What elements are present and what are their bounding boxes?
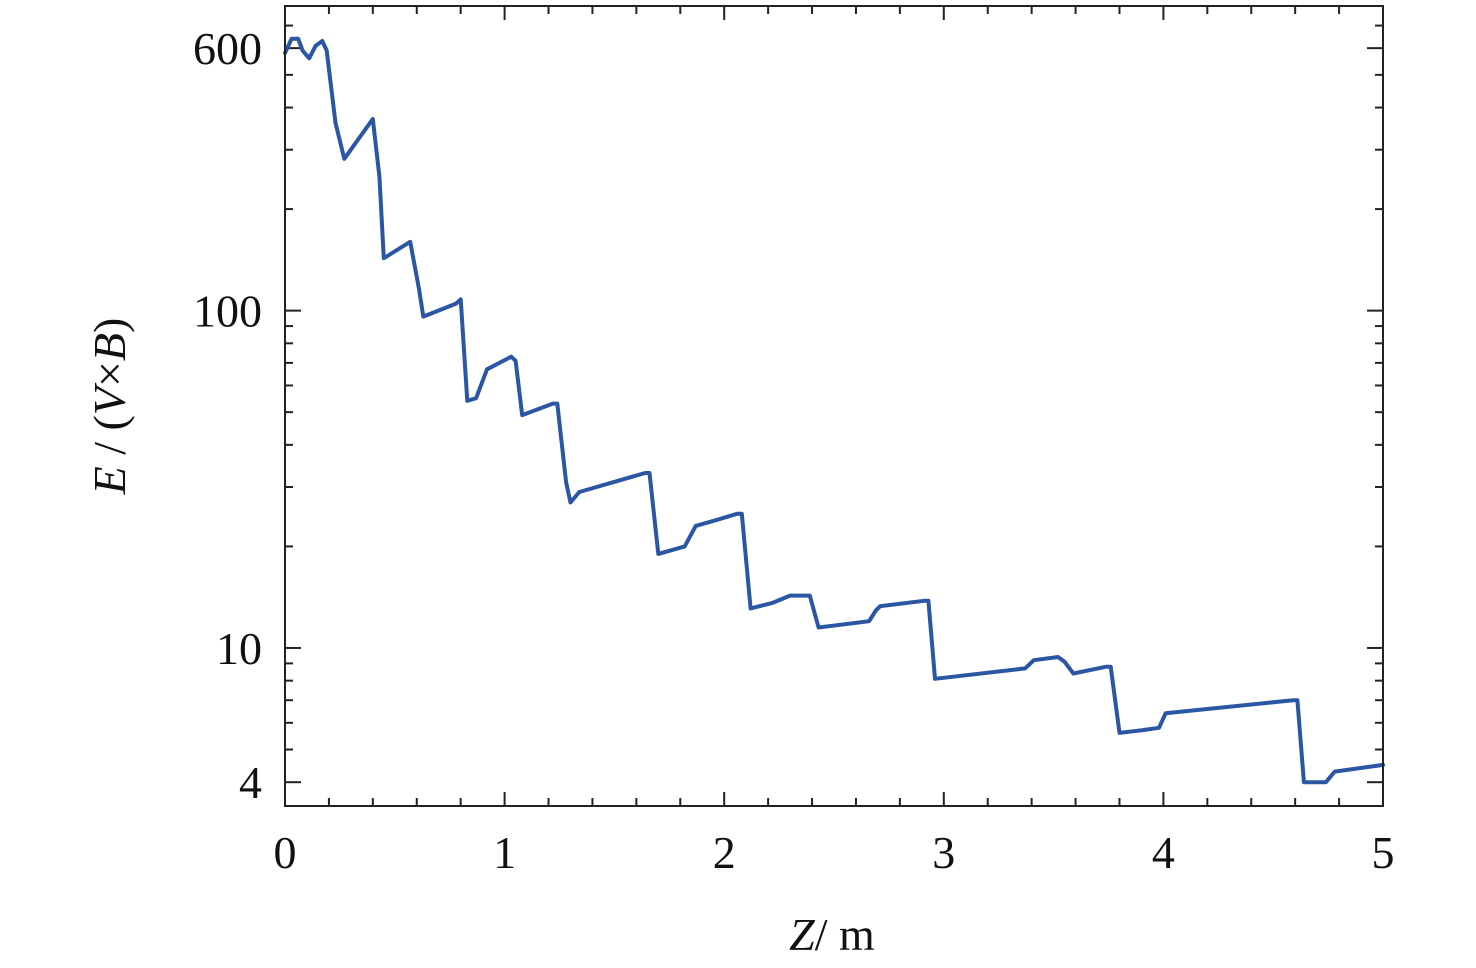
series-group <box>283 36 1385 785</box>
y-tick-label: 600 <box>193 23 262 74</box>
x-tick-label: 2 <box>713 827 736 878</box>
x-tick-label: 4 <box>1152 827 1175 878</box>
axis-ticks <box>284 5 1384 806</box>
y-axis-title: E / (V×B) <box>84 318 135 496</box>
y-axis-title-v: V <box>84 382 135 415</box>
y-tick-label: 10 <box>216 623 262 674</box>
y-axis-title-times: × <box>84 361 135 387</box>
y-axis-title-var: E <box>84 466 135 495</box>
x-axis-title-var: Z <box>789 909 815 960</box>
y-tick-label: 100 <box>193 286 262 337</box>
x-axis-title: Z/ m <box>789 909 875 960</box>
x-tick-label: 3 <box>932 827 955 878</box>
series-line <box>283 36 1385 785</box>
axis-tick-labels: 0 1 2 3 4 5 4 10 100 600 <box>193 23 1395 878</box>
y-axis-title-close: ) <box>84 318 135 333</box>
x-tick-label: 5 <box>1372 827 1395 878</box>
x-tick-label: 0 <box>274 827 297 878</box>
y-axis-title-sep: / ( <box>84 415 135 466</box>
plot-frame <box>284 5 1384 807</box>
x-tick-label: 1 <box>493 827 516 878</box>
x-axis-title-unit: / m <box>815 909 875 960</box>
y-axis-title-b: B <box>84 333 135 361</box>
y-tick-label: 4 <box>239 757 262 808</box>
